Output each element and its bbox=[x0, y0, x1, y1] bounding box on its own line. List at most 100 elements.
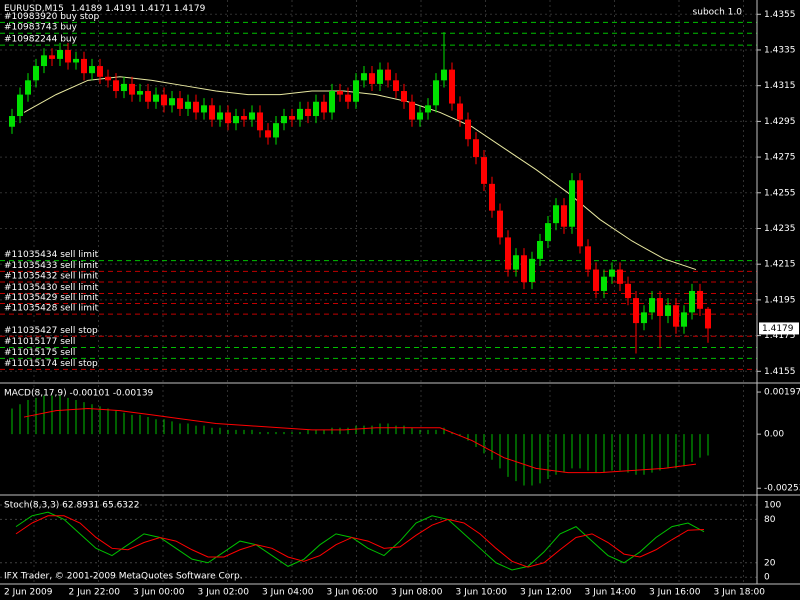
time-tick-label: 3 Jun 00:00 bbox=[133, 588, 185, 598]
macd-label: MACD(8,17,9) -0.00101 -0.00139 bbox=[4, 389, 154, 399]
candle-body bbox=[529, 258, 535, 283]
candle-body bbox=[553, 205, 559, 224]
candle-body bbox=[601, 276, 607, 291]
candle-body bbox=[705, 308, 711, 329]
candle-body bbox=[41, 55, 47, 67]
macd-tick-label: -0.00253 bbox=[764, 484, 800, 494]
price-tick-label: 1.4295 bbox=[764, 117, 796, 127]
candle-body bbox=[433, 80, 439, 106]
candle-body bbox=[353, 80, 359, 102]
candle-body bbox=[409, 101, 415, 120]
candle-body bbox=[161, 94, 167, 106]
candle-body bbox=[249, 112, 255, 120]
candle-body bbox=[497, 210, 503, 238]
price-tick-label: 1.4155 bbox=[764, 367, 796, 377]
stoch-main bbox=[15, 511, 705, 571]
candle-body bbox=[73, 58, 79, 63]
candle-body bbox=[153, 94, 159, 102]
candle-body bbox=[89, 66, 95, 74]
time-tick-label: 3 Jun 16:00 bbox=[649, 588, 701, 598]
candle-body bbox=[441, 69, 447, 81]
candle-body bbox=[321, 101, 327, 113]
time-tick-label: 2 Jun 2009 bbox=[4, 588, 53, 598]
candle-body bbox=[377, 69, 383, 84]
order-label: #10983743 buy bbox=[4, 23, 78, 33]
macd-signal bbox=[23, 408, 697, 474]
candle-body bbox=[697, 290, 703, 309]
candle-body bbox=[305, 108, 311, 117]
candle-body bbox=[481, 157, 487, 184]
candle-body bbox=[449, 69, 455, 104]
candle-body bbox=[625, 283, 631, 299]
candle-body bbox=[401, 91, 407, 102]
stoch-tick-label: 100 bbox=[764, 500, 781, 510]
candle-body bbox=[17, 94, 23, 117]
candle-body bbox=[105, 76, 111, 81]
candle-body bbox=[217, 112, 223, 120]
price-tick-label: 1.4175 bbox=[764, 331, 796, 341]
stoch-signal bbox=[15, 515, 705, 568]
time-tick-label: 3 Jun 12:00 bbox=[520, 588, 572, 598]
candle-body bbox=[545, 223, 551, 241]
stoch-tick-label: 20 bbox=[764, 558, 776, 568]
macd-tick-label: 0.00 bbox=[764, 430, 784, 440]
candle-body bbox=[145, 91, 151, 102]
candle-body bbox=[393, 80, 399, 92]
current-price-box bbox=[759, 322, 799, 335]
labels: EURUSD,M15 1.4189 1.4191 1.4171 1.4179 s… bbox=[4, 4, 800, 598]
candle-body bbox=[49, 55, 55, 59]
candle-body bbox=[489, 183, 495, 211]
candle-body bbox=[361, 73, 367, 81]
candle-body bbox=[193, 101, 199, 113]
symbol: EURUSD,M15 bbox=[4, 4, 64, 14]
candle-body bbox=[233, 116, 239, 124]
candle-body bbox=[369, 73, 375, 84]
candle-body bbox=[417, 112, 423, 120]
stoch-tick-label: 80 bbox=[764, 515, 776, 525]
candle-body bbox=[465, 119, 471, 140]
candle-body bbox=[657, 298, 663, 316]
candle-body bbox=[681, 312, 687, 327]
candle-body bbox=[521, 255, 527, 283]
candle-body bbox=[121, 83, 127, 92]
candle-body bbox=[569, 180, 575, 227]
candle-body bbox=[473, 139, 479, 158]
price-tick-label: 1.4335 bbox=[764, 45, 796, 55]
order-label: #10983920 buy stop bbox=[4, 12, 100, 22]
time-tick-label: 3 Jun 02:00 bbox=[198, 588, 250, 598]
candle-body bbox=[185, 101, 191, 109]
candle-body bbox=[273, 123, 279, 138]
low: 1.4171 bbox=[139, 4, 171, 14]
candle-body bbox=[9, 116, 15, 127]
candle-body bbox=[593, 269, 599, 291]
price-tick-label: 1.4315 bbox=[764, 81, 796, 91]
candle-body bbox=[137, 91, 143, 95]
candle-body bbox=[385, 69, 391, 81]
candle-body bbox=[65, 49, 71, 63]
order-label: #11015177 sell bbox=[4, 337, 75, 347]
candle-body bbox=[265, 130, 271, 138]
candle-body bbox=[665, 305, 671, 316]
candle-body bbox=[289, 116, 295, 120]
candle-body bbox=[609, 269, 615, 277]
moving-average bbox=[23, 76, 697, 271]
candle-body bbox=[577, 180, 583, 247]
candle-body bbox=[689, 290, 695, 313]
candle-body bbox=[561, 205, 567, 227]
current-price-label: 1.4179 bbox=[762, 324, 794, 334]
candle-body bbox=[649, 298, 655, 313]
footer: IFX Trader, © 2001-2009 MetaQuotes Softw… bbox=[4, 572, 243, 582]
candle-body bbox=[281, 116, 287, 124]
candle-body bbox=[113, 80, 119, 92]
time-tick-label: 3 Jun 04:00 bbox=[262, 588, 314, 598]
order-label: #11035430 sell limit bbox=[4, 283, 99, 293]
close: 1.4179 bbox=[174, 4, 206, 14]
candle-body bbox=[537, 240, 543, 259]
candle-body bbox=[617, 269, 623, 284]
order-label: #11035434 sell limit bbox=[4, 250, 99, 260]
candle-body bbox=[177, 98, 183, 109]
grid bbox=[0, 0, 761, 584]
candle-body bbox=[633, 298, 639, 324]
candle-body bbox=[209, 105, 215, 120]
